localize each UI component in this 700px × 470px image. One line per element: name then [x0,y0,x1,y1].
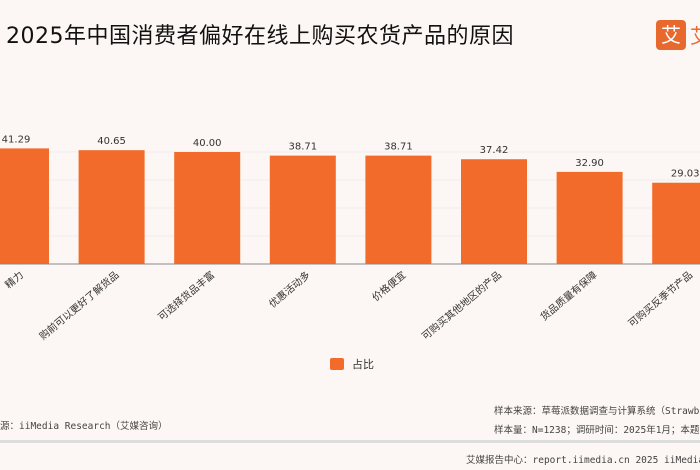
sample-source-note: 样本来源：草莓派数据调查与计算系统（Strawberr [494,406,700,417]
source-note: 源：iiMedia Research（艾媒咨询） [0,421,168,432]
iimedia-logo: 艾 [656,20,686,50]
value-label: 40.65 [97,136,126,147]
value-label: 41.29 [2,134,31,145]
bar [78,150,145,264]
category-label: 可选择货品丰富 [155,268,217,323]
category-label: 精力 [2,268,26,291]
bar [269,155,336,264]
legend-swatch [330,358,344,370]
bar [556,171,623,264]
footer-text: 艾媒报告中心：report.iimedia.cn 2025 iiMedia Re… [466,455,700,466]
sample-size-note: 样本量：N=1238；调研时间：2025年1月；本题为多 [494,425,700,436]
footer-divider [0,440,700,443]
iimedia-logo-text: 艾 [690,20,700,49]
value-label: 29.03 [671,169,700,180]
category-label: 可购买反季节产品 [625,268,695,329]
bar [365,155,432,264]
category-label: 优惠活动多 [266,268,313,310]
bar [461,159,527,264]
value-label: 38.71 [288,142,317,153]
bar [0,148,49,264]
legend: 占比 [330,356,374,372]
chart-title: 2025年中国消费者偏好在线上购买农货产品的原因 [6,24,514,49]
value-label: 40.00 [193,138,222,149]
bar [652,182,700,264]
bar [174,152,241,264]
category-label: 货品质量有保障 [538,268,600,323]
value-label: 32.90 [575,158,604,169]
category-label: 价格便宜 [369,268,408,304]
value-label: 38.71 [384,142,413,153]
legend-label: 占比 [352,358,374,371]
value-label: 37.42 [480,145,509,156]
category-label: 购前可以更好了解货品 [37,268,122,342]
category-label: 可购买其他地区的产品 [419,268,504,342]
